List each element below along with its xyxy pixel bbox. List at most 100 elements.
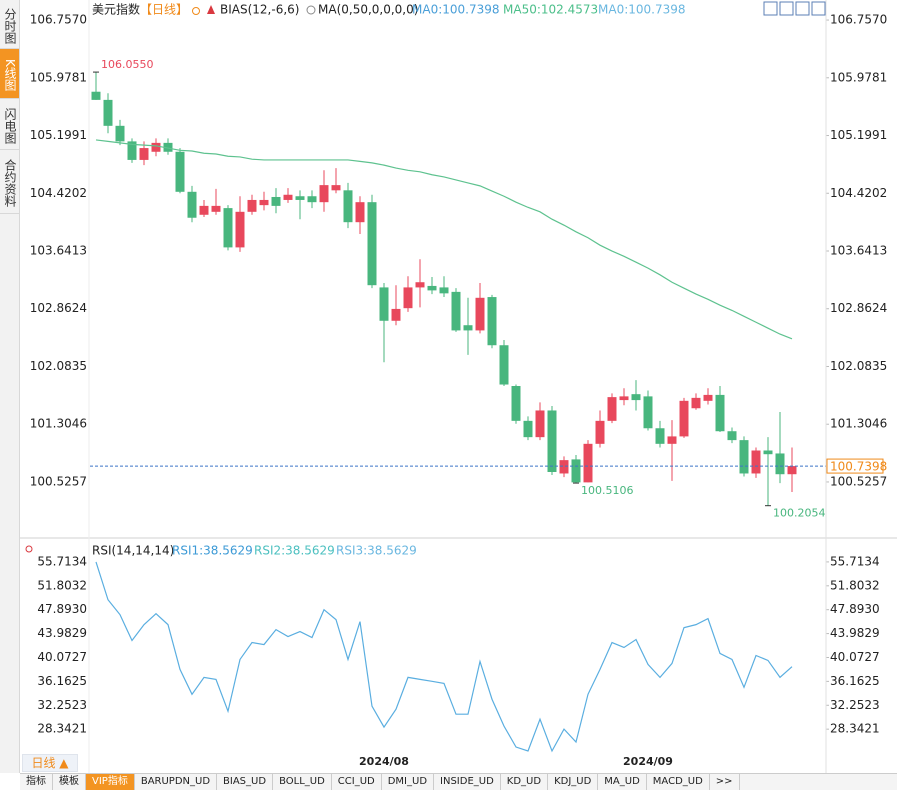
- y-tick-label: 55.7134: [37, 554, 87, 568]
- side-tab[interactable]: 合约资料: [0, 150, 19, 214]
- candle-body: [415, 282, 425, 288]
- candle-body: [115, 125, 125, 142]
- candle-body: [487, 297, 497, 346]
- candle-body: [727, 431, 737, 441]
- y-tick-label: 32.2523: [37, 698, 87, 712]
- y-tick-label: 105.9781: [30, 70, 87, 84]
- toolbar-tab[interactable]: BARUPDN_UD: [135, 774, 218, 790]
- candle-body: [247, 199, 257, 212]
- series-line: [95, 561, 793, 753]
- series-line: [95, 139, 793, 340]
- candle-body: [775, 453, 785, 475]
- candle-body: [475, 297, 485, 331]
- icon[interactable]: [795, 1, 810, 16]
- y-tick-label-right: 104.4202: [830, 186, 887, 200]
- y-tick-label-right: 47.8930: [830, 602, 880, 616]
- toolbar: 指标 模板 VIP指标 BARUPDN_UD BIAS_UD BOLL_UD CCI_UD D…: [20, 773, 897, 790]
- candle-body: [631, 394, 641, 401]
- candle-body: [91, 91, 101, 100]
- candle-body: [223, 208, 233, 248]
- y-tick-label: 47.8930: [37, 602, 87, 616]
- y-tick-label-right: 105.9781: [830, 70, 887, 84]
- candle-body: [655, 428, 665, 444]
- toolbar-tab[interactable]: 模板: [53, 774, 86, 790]
- chart-title: 美元指数: [92, 2, 140, 17]
- side-tab[interactable]: 分时图: [0, 0, 19, 49]
- marker-label: 100.5106: [581, 484, 634, 497]
- indicator-label: BIAS(12,-6,6): [220, 3, 299, 17]
- y-tick-label: 36.1625: [37, 674, 87, 688]
- candle-body: [439, 287, 449, 294]
- toolbar-tab[interactable]: BOLL_UD: [273, 774, 332, 790]
- toolbar-tab[interactable]: MACD_UD: [647, 774, 710, 790]
- y-tick-label-right: 51.8032: [830, 578, 880, 592]
- toolbar-tab[interactable]: INSIDE_UD: [434, 774, 501, 790]
- legend-entry: RSI1:38.5629: [172, 544, 253, 558]
- candle-body: [499, 345, 509, 385]
- candle-body: [187, 191, 197, 218]
- legend-entry: MA50:102.4573: [503, 3, 598, 17]
- toolbar-tab[interactable]: CCI_UD: [332, 774, 382, 790]
- y-tick-label-right: 40.0727: [830, 650, 880, 664]
- x-tick-label: 2024/08: [359, 755, 409, 768]
- candle-body: [175, 151, 185, 192]
- icon[interactable]: [192, 7, 200, 15]
- candle-body: [331, 185, 341, 191]
- candle-body: [787, 466, 797, 475]
- y-tick-label-right: 43.9829: [830, 626, 880, 640]
- candle-body: [619, 396, 629, 401]
- candle-body: [391, 308, 401, 321]
- x-tick-label: 2024/09: [623, 755, 673, 768]
- y-tick-label-right: 100.5257: [830, 474, 887, 488]
- toolbar-tab[interactable]: BIAS_UD: [217, 774, 274, 790]
- candle-body: [199, 205, 209, 215]
- icon[interactable]: [779, 1, 794, 16]
- period-button[interactable]: 日线 ▲: [22, 754, 78, 772]
- toolbar-icons[interactable]: [763, 1, 826, 16]
- candle-body: [607, 397, 617, 421]
- icon[interactable]: [811, 1, 826, 16]
- candle-body: [547, 410, 557, 472]
- y-tick-label: 51.8032: [37, 578, 87, 592]
- candle-body: [367, 202, 377, 286]
- candle-body: [127, 141, 137, 160]
- y-tick-label-right: 28.3421: [830, 722, 880, 736]
- toolbar-tab[interactable]: MA_UD: [598, 774, 647, 790]
- toolbar-tab[interactable]: KD_UD: [501, 774, 549, 790]
- ma-label: MA0:100.7398: [412, 3, 500, 17]
- candle-body: [295, 196, 305, 200]
- candle-body: [667, 436, 677, 444]
- candle-body: [103, 99, 113, 126]
- toolbar-tab[interactable]: KDJ_UD: [548, 774, 599, 790]
- toolbar-tab[interactable]: >>: [710, 774, 740, 790]
- candle-body: [451, 291, 461, 331]
- icon[interactable]: [25, 545, 33, 553]
- last-price-label: 100.7398: [830, 460, 887, 474]
- last-price-box: [826, 458, 884, 474]
- candle-body: [763, 450, 773, 455]
- candle-body: [355, 202, 365, 223]
- side-tab[interactable]: K线图: [0, 49, 19, 99]
- toolbar-tab[interactable]: VIP指标: [86, 774, 135, 790]
- side-tab[interactable]: 闪电图: [0, 99, 19, 150]
- toolbar-tab[interactable]: DMI_UD: [382, 774, 435, 790]
- rsi-title: RSI(14,14,14): [92, 544, 174, 558]
- candle-body: [559, 460, 569, 474]
- candle-body: [403, 287, 413, 309]
- candle-body: [739, 440, 749, 474]
- icon[interactable]: [306, 5, 316, 15]
- candle-body: [211, 205, 221, 212]
- candle-body: [511, 386, 521, 421]
- candle-body: [151, 142, 161, 152]
- candle-body: [271, 196, 281, 206]
- chart: 106.7570 106.7570 105.9781 105.9781 105.1991…: [20, 0, 897, 773]
- y-tick-label: 104.4202: [30, 186, 87, 200]
- y-tick-label: 101.3046: [30, 417, 87, 431]
- icon[interactable]: [763, 1, 778, 16]
- y-tick-label-right: 101.3046: [830, 417, 887, 431]
- toolbar-tab[interactable]: 指标: [20, 774, 53, 790]
- candle-body: [691, 397, 701, 409]
- icon[interactable]: [207, 5, 215, 14]
- y-tick-label-right: 102.8624: [830, 301, 887, 315]
